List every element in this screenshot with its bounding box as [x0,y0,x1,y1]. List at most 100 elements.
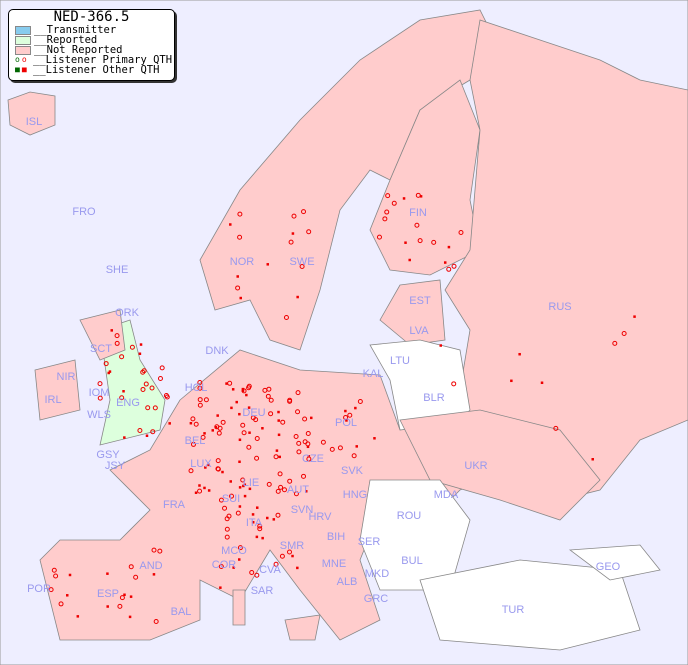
country-label-lux: LUX [190,458,212,470]
listener-other-marker [152,573,156,576]
listener-other-marker [211,429,214,432]
listener-primary-marker [451,381,457,387]
legend-label: __Not Reported [34,44,123,56]
listener-primary-marker [103,361,109,367]
listener-primary-marker [277,471,283,477]
listener-other-marker [633,315,636,318]
listener-other-marker [591,457,594,461]
listener-primary-marker [140,386,146,392]
listener-primary-marker [241,430,247,436]
listener-other-marker [229,223,232,226]
country-label-she: SHE [105,264,129,276]
country-label-sar: SAR [250,585,274,597]
listener-primary-marker [254,435,260,441]
country-label-rus: RUS [548,301,572,313]
listener-other-marker [518,352,521,356]
listener-primary-marker [149,385,155,391]
listener-primary-marker [237,545,243,551]
country-label-cor: COR [211,559,237,571]
listener-other-marker [272,518,276,521]
listener-other-marker [248,487,252,491]
listener-primary-marker [237,211,243,217]
listener-other-marker [128,615,132,619]
country-label-aut: AUT [287,484,309,496]
legend-other-qth: ■ ■ __Listener Other QTH [9,64,174,76]
listener-other-marker [216,414,219,417]
country-label-bal: BAL [170,606,192,618]
listener-other-marker [402,197,406,200]
listener-primary-marker [257,523,263,529]
legend-label: __Transmitter [34,24,117,36]
country-label-kal: KAL [362,368,384,380]
country-label-nir: NIR [56,371,76,383]
listener-primary-marker [114,333,120,339]
listener-primary-marker [128,564,134,570]
legend-title: NED-366.5 [53,9,130,25]
listener-primary-marker [143,381,149,387]
country-label-lva: LVA [409,325,429,337]
country-label-deu: DEU [242,407,266,419]
country-label-ukr: UKR [464,460,488,472]
listener-primary-marker [117,603,123,609]
listener-other-marker [235,400,238,404]
listener-other-marker [107,371,110,375]
listener-primary-marker [266,481,272,487]
listener-other-marker [219,586,222,589]
listener-other-marker [231,388,235,391]
country-label-mkd: MKD [364,568,390,580]
listener-other-marker [277,410,280,414]
listener-other-marker [243,494,247,498]
listener-primary-marker [417,238,423,244]
country-label-por: POR [27,583,51,595]
listener-other-marker [291,232,295,235]
listener-primary-marker [235,510,241,516]
listener-primary-marker [214,424,220,430]
listener-other-marker [354,406,357,410]
listener-other-marker [66,594,69,597]
listener-other-marker [345,419,348,422]
listener-primary-marker [273,561,279,567]
country-label-rou: ROU [396,510,422,522]
legend-label: __Listener Other QTH [33,64,160,76]
country-label-est: EST [409,295,431,307]
listener-primary-marker [215,466,221,472]
listener-primary-marker [296,440,302,446]
listener-other-marker [266,516,269,520]
country-label-sui: SUI [221,493,241,505]
listener-primary-marker [278,484,284,490]
country-label-hol: HOL [184,382,208,394]
listener-other-marker [236,275,239,278]
country-label-fro: FRO [72,206,96,218]
listener-other-marker [242,484,245,488]
listener-primary-marker [391,200,397,206]
listener-primary-marker [153,618,159,624]
listener-other-marker [225,382,228,385]
listener-other-marker [198,484,201,487]
listener-primary-marker [190,441,196,447]
listener-other-marker [238,438,242,442]
listener-primary-marker [224,534,230,540]
legend: NED-366.5 __Transmitter __Reported __Not… [8,9,175,81]
listener-primary-marker [254,455,260,461]
country-label-mda: MDA [433,489,459,501]
listener-primary-marker [203,397,209,403]
listener-primary-marker [305,430,311,436]
listener-primary-marker [306,456,312,462]
listener-primary-marker [197,385,203,391]
country-label-cze: CZE [302,453,324,465]
listener-primary-marker [58,601,64,607]
listener-other-marker [540,381,544,385]
square-marker-icon: ■ ■ [15,65,27,74]
listener-primary-marker [133,574,139,580]
country-label-pol: POL [334,417,358,429]
listener-primary-marker [257,526,263,532]
listener-primary-marker [151,547,157,553]
listener-primary-marker [351,453,357,459]
listener-primary-marker [157,548,163,554]
legend-reported: __Reported [9,35,174,45]
listener-primary-marker [621,331,627,337]
listener-primary-marker [218,563,224,569]
listener-other-marker [243,483,247,486]
country-label-irl: IRL [44,394,62,406]
listener-primary-marker [268,411,274,417]
